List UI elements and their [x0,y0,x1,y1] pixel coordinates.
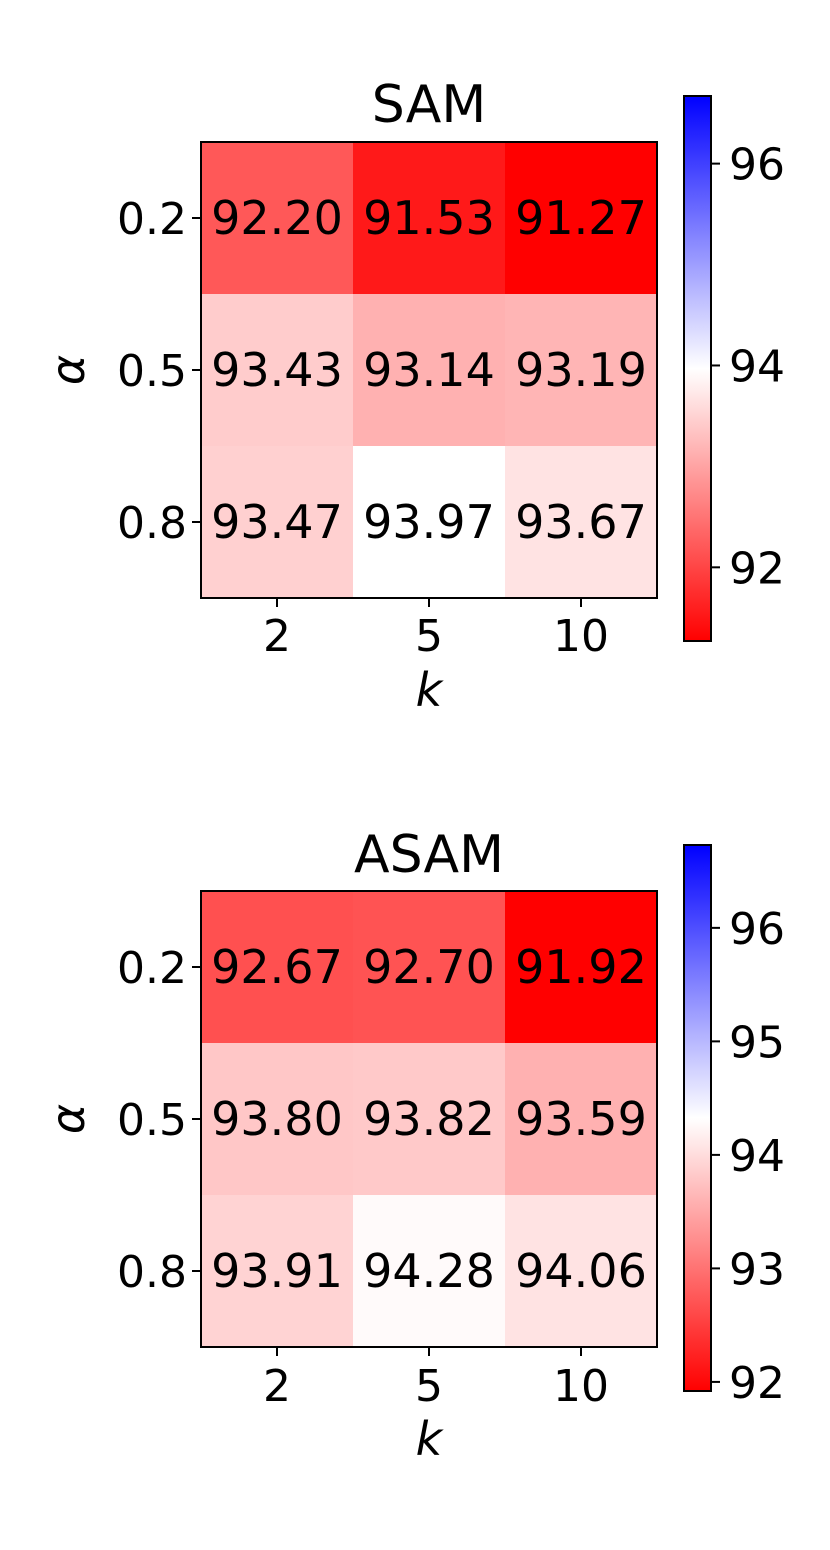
heatmap-cell [201,446,353,598]
x-axis-label: k [416,1412,445,1466]
cell-value-label: 91.27 [515,191,647,245]
y-tick-label: 0.2 [117,943,187,994]
cell-value-label: 92.67 [211,940,343,994]
heatmap-cell [505,446,657,598]
x-tick-label: 2 [263,611,291,662]
x-axis-label: k [416,663,445,717]
colorbar-tick-label: 94 [729,1131,785,1182]
colorbar-tick-label: 94 [729,341,785,392]
heatmap-cell [201,142,353,294]
heatmap-cell [353,142,505,294]
heatmap-cell [353,891,505,1043]
heatmap-panel-sam: 92.20 91.53 91.27 93.43 93.14 93.19 93.47 93.97… [41,75,785,717]
cell-value-label: 93.43 [211,343,343,397]
cell-value-label: 94.06 [515,1244,647,1298]
colorbar [683,95,712,642]
cell-value-label: 92.70 [363,940,495,994]
y-tick-label: 0.8 [117,498,187,549]
heatmap-cell [353,1043,505,1195]
heatmap-panel-asam: 92.67 92.70 91.92 93.80 93.82 93.59 93.91 94.28… [41,825,785,1466]
colorbar-tick-label: 96 [729,904,785,955]
colorbar-tick-label: 93 [729,1244,785,1295]
heatmap-cell [353,1195,505,1347]
chart-title: ASAM [354,825,504,885]
heatmap-cell [505,1043,657,1195]
colorbar-tick-label: 96 [729,140,785,191]
x-tick-label: 5 [415,611,443,662]
cell-value-label: 93.14 [363,343,495,397]
heatmap-cell [505,1195,657,1347]
cell-value-label: 93.19 [515,343,647,397]
chart-title: SAM [372,75,486,135]
cell-value-label: 91.53 [363,191,495,245]
cell-value-label: 93.97 [363,495,495,549]
cell-value-label: 93.91 [211,1244,343,1298]
heatmap-cell [201,1195,353,1347]
y-tick-label: 0.2 [117,194,187,245]
x-tick-label: 10 [553,611,609,662]
heatmap-cell [201,1043,353,1195]
x-tick-label: 2 [263,1361,291,1412]
y-tick-label: 0.5 [117,346,187,397]
heatmap-cell [201,891,353,1043]
cell-value-label: 93.80 [211,1092,343,1146]
colorbar-tick-label: 92 [729,1358,785,1409]
cell-value-label: 91.92 [515,940,647,994]
colorbar-tick-label: 92 [729,543,785,594]
cell-value-label: 93.67 [515,495,647,549]
x-tick-label: 5 [415,1361,443,1412]
cell-value-label: 93.82 [363,1092,495,1146]
y-tick-label: 0.8 [117,1247,187,1298]
heatmap-cell [353,446,505,598]
x-tick-label: 10 [553,1361,609,1412]
colorbar-tick-label: 95 [729,1017,785,1068]
heatmap-cell [201,294,353,446]
cell-value-label: 94.28 [363,1244,495,1298]
heatmap-cell [505,891,657,1043]
cell-value-label: 93.59 [515,1092,647,1146]
y-axis-label: α [41,1104,95,1134]
colorbar [683,844,712,1392]
y-tick-label: 0.5 [117,1095,187,1146]
heatmap-cell [505,294,657,446]
heatmap-cell [353,294,505,446]
heatmap-cell [505,142,657,294]
cell-value-label: 92.20 [211,191,343,245]
cell-value-label: 93.47 [211,495,343,549]
y-axis-label: α [41,355,95,385]
